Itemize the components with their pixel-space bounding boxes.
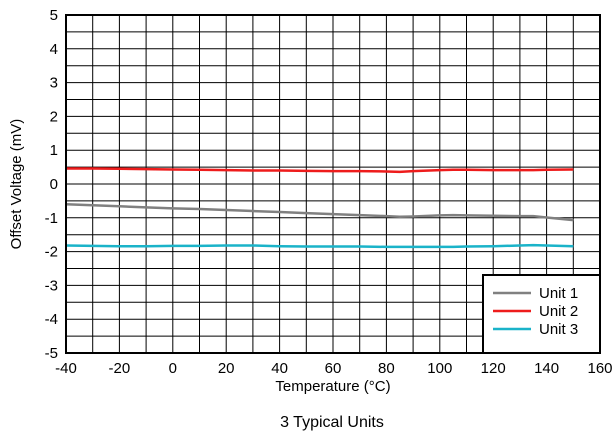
y-tick-label: 4 [50,41,58,58]
tick-labels: 5 4 3 2 1 0 -1 -2 -3 -4 -5-40 -20 0 20 40 60 80 100 120 140… [45,7,613,377]
x-tick-label: 80 [378,360,395,377]
y-tick-label: -4 [45,311,58,328]
series-lines [65,167,574,249]
y-axis-title: Offset Voltage (mV) [8,119,25,250]
y-tick-label: 1 [50,142,58,159]
legend-label: Unit 3 [539,321,578,338]
x-tick-label: -40 [55,360,77,377]
y-tick-label: -3 [45,277,58,294]
y-tick-label: -2 [45,244,58,261]
y-tick-label: 5 [50,7,58,24]
legend-label: Unit 2 [539,303,578,320]
legend-label: Unit 1 [539,285,578,302]
series-line-unit-3 [65,243,574,249]
plot-frame [65,14,601,354]
x-tick-label: 20 [218,360,235,377]
series-line-unit-1 [65,203,574,222]
x-tick-label: 0 [169,360,177,377]
x-tick-label: 120 [481,360,506,377]
chart-caption: 3 Typical Units [280,414,384,431]
x-axis-title: Temperature (°C) [275,378,390,395]
y-tick-label: 2 [50,108,58,125]
y-tick-label: -5 [45,345,58,362]
y-tick-label: 0 [50,176,58,193]
y-tick-label: -1 [45,210,58,227]
y-tick-label: 3 [50,75,58,92]
x-tick-label: -20 [109,360,131,377]
x-tick-label: 60 [325,360,342,377]
x-tick-label: 160 [587,360,612,377]
x-tick-label: 140 [534,360,559,377]
x-tick-label: 40 [271,360,288,377]
series-line-unit-2 [66,167,574,174]
x-tick-label: 100 [427,360,452,377]
legend-box [482,274,601,354]
